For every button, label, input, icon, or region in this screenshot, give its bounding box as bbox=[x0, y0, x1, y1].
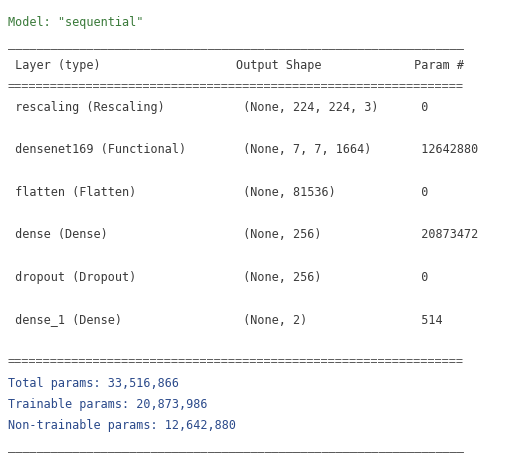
Text: dense_1 (Dense)                 (None, 2)                514: dense_1 (Dense) (None, 2) 514 bbox=[8, 313, 443, 326]
Text: ================================================================: ========================================… bbox=[8, 355, 464, 368]
Text: Model: "sequential": Model: "sequential" bbox=[8, 16, 143, 29]
Text: ================================================================: ========================================… bbox=[8, 80, 464, 93]
Text: Layer (type)                   Output Shape             Param #: Layer (type) Output Shape Param # bbox=[8, 59, 464, 71]
Text: dropout (Dropout)               (None, 256)              0: dropout (Dropout) (None, 256) 0 bbox=[8, 271, 428, 284]
Text: Trainable params: 20,873,986: Trainable params: 20,873,986 bbox=[8, 398, 207, 411]
Text: ________________________________________________________________: ________________________________________… bbox=[8, 37, 464, 50]
Text: rescaling (Rescaling)           (None, 224, 224, 3)      0: rescaling (Rescaling) (None, 224, 224, 3… bbox=[8, 101, 428, 114]
Text: flatten (Flatten)               (None, 81536)            0: flatten (Flatten) (None, 81536) 0 bbox=[8, 186, 428, 199]
Text: Non-trainable params: 12,642,880: Non-trainable params: 12,642,880 bbox=[8, 419, 236, 432]
Text: Total params: 33,516,866: Total params: 33,516,866 bbox=[8, 377, 179, 390]
Text: densenet169 (Functional)        (None, 7, 7, 1664)       12642880: densenet169 (Functional) (None, 7, 7, 16… bbox=[8, 143, 478, 156]
Text: ________________________________________________________________: ________________________________________… bbox=[8, 440, 464, 453]
Text: dense (Dense)                   (None, 256)              20873472: dense (Dense) (None, 256) 20873472 bbox=[8, 228, 478, 241]
